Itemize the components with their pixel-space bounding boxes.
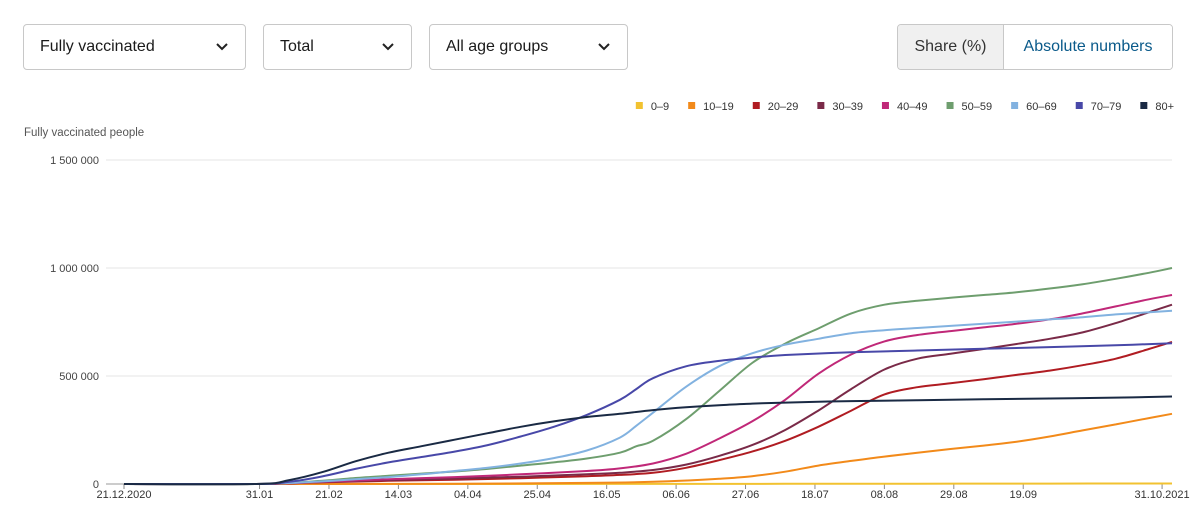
share-button[interactable]: Share (%) <box>898 25 1004 69</box>
x-tick-label: 21.12.2020 <box>96 489 151 501</box>
series-lines <box>123 267 1173 486</box>
legend-label: 80+ <box>1155 101 1174 113</box>
legend-swatch <box>752 102 760 109</box>
y-tick-label: 500 000 <box>59 371 99 383</box>
dose-select-value: Fully vaccinated <box>40 38 155 55</box>
legend-swatch <box>946 102 954 109</box>
legend-swatch <box>688 102 696 109</box>
x-tick-label: 06.06 <box>662 489 690 501</box>
chevron-down-icon <box>216 43 228 51</box>
x-tick-label: 31.10.2021 <box>1135 489 1190 501</box>
y-axis-label: Fully vaccinated people <box>24 127 144 139</box>
y-tick-label: 0 <box>93 479 99 491</box>
x-tick-label: 18.07 <box>801 489 829 501</box>
age-group-select[interactable]: All age groups <box>429 24 628 70</box>
legend-label: 40–49 <box>897 101 928 113</box>
sex-select-value: Total <box>280 38 314 55</box>
x-tick-label: 21.02 <box>315 489 343 501</box>
series-line-80+ <box>123 395 1173 486</box>
series-line-50–59 <box>123 267 1173 486</box>
absolute-numbers-button[interactable]: Absolute numbers <box>1004 25 1172 69</box>
series-line-60–69 <box>123 309 1173 486</box>
y-tick-label: 1 000 000 <box>50 263 99 275</box>
age-group-select-value: All age groups <box>446 38 549 55</box>
x-tick-label: 16.05 <box>593 489 621 501</box>
chevron-down-icon <box>382 43 394 51</box>
x-tick-label: 25.04 <box>523 489 551 501</box>
legend-label: 60–69 <box>1026 101 1057 113</box>
legend-label: 0–9 <box>651 101 669 113</box>
legend-swatch <box>1075 102 1083 109</box>
x-tick-label: 19.09 <box>1009 489 1037 501</box>
x-tick-label: 08.08 <box>871 489 899 501</box>
x-tick-label: 04.04 <box>454 489 482 501</box>
chevron-down-icon <box>598 43 610 51</box>
legend-swatch <box>817 102 825 109</box>
legend-swatch <box>1011 102 1019 109</box>
legend-swatch <box>881 102 889 109</box>
x-tick-label: 14.03 <box>385 489 413 501</box>
x-tick-label: 31.01 <box>246 489 274 501</box>
sex-select[interactable]: Total <box>263 24 412 70</box>
series-line-70–79 <box>123 342 1173 486</box>
chart-legend: 80+ 70–79 60–69 50–59 40–49 30–39 20–29 10–19 0–… <box>635 101 1174 113</box>
dose-select[interactable]: Fully vaccinated <box>23 24 246 70</box>
legend-swatch <box>635 102 643 109</box>
y-tick-label: 1 500 000 <box>50 155 99 167</box>
x-tick-label: 27.06 <box>732 489 760 501</box>
series-line-30–39 <box>123 303 1173 486</box>
legend-label: 70–79 <box>1091 101 1122 113</box>
legend-label: 30–39 <box>832 101 863 113</box>
series-line-10–19 <box>123 412 1173 485</box>
legend-swatch <box>1140 102 1148 109</box>
legend-label: 20–29 <box>768 101 799 113</box>
y-axis-ticks: 0 500 000 1 000 000 1 500 000 <box>50 155 99 491</box>
display-mode-toggle: Share (%) Absolute numbers <box>897 24 1173 70</box>
x-axis: 21.12.2020 31.01 21.02 14.03 04.04 25.04 16.05… <box>96 484 1190 501</box>
series-line-20–29 <box>123 340 1173 486</box>
legend-label: 50–59 <box>962 101 993 113</box>
legend-label: 10–19 <box>703 101 734 113</box>
x-tick-label: 29.08 <box>940 489 968 501</box>
series-line-40–49 <box>123 294 1173 486</box>
